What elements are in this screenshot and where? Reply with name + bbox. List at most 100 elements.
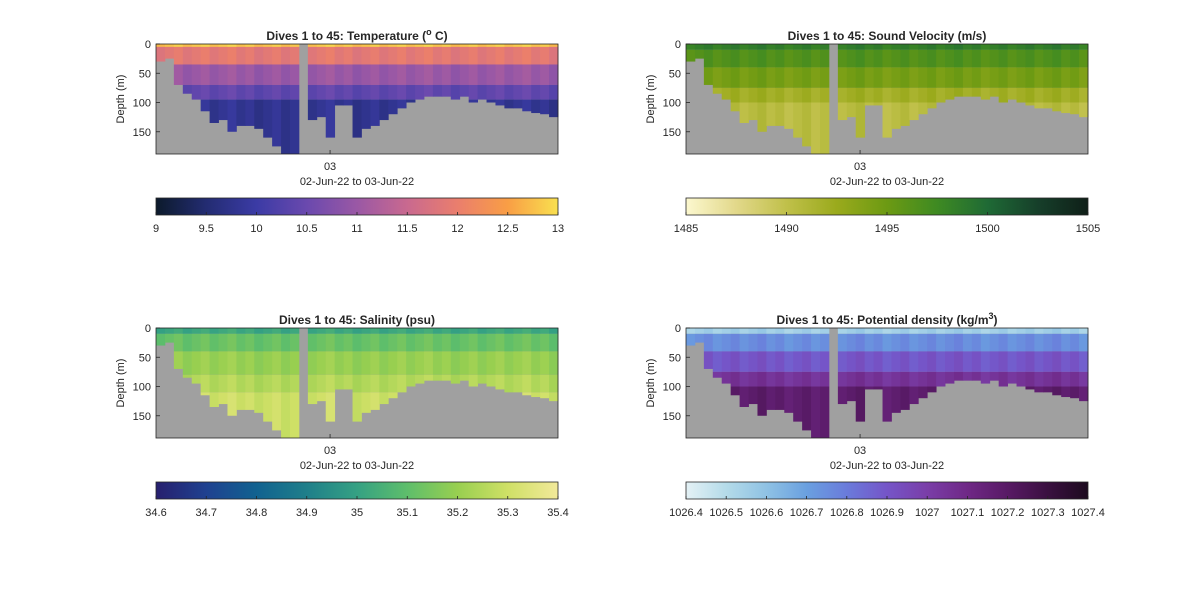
data-cell	[989, 371, 1000, 381]
dive-column	[272, 328, 282, 431]
dive-column	[549, 328, 559, 402]
data-cell	[855, 44, 866, 50]
data-cell	[1070, 371, 1080, 387]
data-cell	[1034, 333, 1044, 352]
dive-column	[748, 328, 758, 405]
data-cell	[793, 67, 803, 88]
data-cell	[379, 84, 389, 100]
data-cell	[1052, 102, 1062, 112]
data-cell	[784, 49, 794, 68]
data-cell	[432, 333, 443, 352]
data-cell	[989, 49, 1000, 68]
data-cell	[495, 99, 505, 106]
data-cell	[468, 64, 478, 85]
dive-column	[397, 44, 407, 109]
data-cell	[415, 46, 425, 65]
data-cell	[766, 49, 776, 68]
data-cell	[486, 328, 496, 334]
data-cell	[1052, 371, 1062, 387]
dive-column	[846, 328, 857, 402]
data-cell	[766, 371, 776, 387]
data-cell	[173, 328, 184, 334]
data-cell	[415, 374, 425, 384]
data-cell	[891, 371, 901, 387]
data-cell	[209, 374, 219, 393]
data-cell	[882, 49, 892, 68]
data-cell	[343, 44, 353, 47]
dive-column	[200, 44, 210, 112]
data-cell	[954, 44, 964, 50]
chart-panel-4: 0 50 100 150 03 02-Jun-22 to 03-Jun-22 Depth (…	[645, 311, 1105, 519]
data-cell	[245, 44, 255, 47]
dive-column	[432, 328, 443, 381]
dive-column	[540, 328, 550, 399]
data-cell	[379, 44, 389, 47]
data-cell	[182, 46, 193, 65]
dive-column	[927, 44, 937, 109]
data-cell	[1061, 333, 1071, 352]
data-cell	[245, 64, 255, 85]
data-cell	[936, 371, 946, 387]
dive-column	[307, 328, 318, 405]
data-cell	[971, 371, 982, 381]
data-cell	[334, 46, 344, 65]
data-cell	[549, 44, 559, 47]
data-cell	[1034, 67, 1044, 88]
colorbar-tick-label: 1485	[674, 223, 698, 235]
data-cell	[513, 351, 523, 375]
data-cell	[415, 64, 425, 85]
data-cell	[316, 46, 327, 65]
data-cell	[486, 333, 496, 352]
data-cell	[361, 99, 371, 129]
dive-column	[549, 44, 559, 118]
dive-column	[343, 328, 353, 390]
data-cell	[388, 351, 398, 375]
data-cell	[361, 328, 371, 334]
data-cell	[730, 386, 740, 396]
data-cell	[721, 333, 732, 352]
data-cell	[766, 333, 776, 352]
data-cell	[272, 64, 282, 85]
data-cell	[846, 333, 857, 352]
dive-column	[694, 44, 705, 59]
data-cell	[757, 351, 767, 372]
dive-column	[927, 328, 937, 393]
data-cell	[1079, 44, 1089, 50]
data-cell	[971, 87, 982, 97]
data-cell	[980, 333, 991, 352]
data-cell	[802, 44, 812, 50]
data-cell	[540, 84, 550, 100]
data-cell	[820, 351, 830, 372]
data-cell	[927, 328, 937, 334]
data-cell	[334, 328, 344, 334]
data-cell	[989, 333, 1000, 352]
colorbar-tick-label: 1027.1	[951, 507, 985, 519]
data-cell	[1043, 386, 1053, 393]
data-cell	[900, 67, 910, 88]
data-cell	[1070, 102, 1080, 115]
dive-column	[415, 44, 425, 100]
data-cell	[811, 328, 821, 334]
dive-column	[450, 44, 461, 100]
data-cell	[504, 46, 514, 65]
data-cell	[352, 351, 362, 375]
data-cell	[200, 46, 210, 65]
data-cell	[424, 351, 434, 375]
data-cell	[254, 328, 264, 334]
data-cell	[757, 102, 767, 132]
dive-column	[802, 328, 812, 431]
data-cell	[1025, 328, 1035, 334]
data-cell	[686, 328, 696, 334]
title-superscript: o	[426, 27, 432, 37]
data-cell	[218, 374, 228, 393]
data-cell	[775, 328, 785, 334]
data-cell	[739, 351, 749, 372]
dive-column	[900, 44, 910, 126]
data-cell	[1016, 328, 1026, 334]
data-cell	[468, 84, 478, 100]
dive-column	[766, 328, 776, 410]
data-cell	[281, 333, 291, 352]
data-cell	[343, 333, 353, 352]
data-cell	[820, 333, 830, 352]
data-cell	[980, 67, 991, 88]
